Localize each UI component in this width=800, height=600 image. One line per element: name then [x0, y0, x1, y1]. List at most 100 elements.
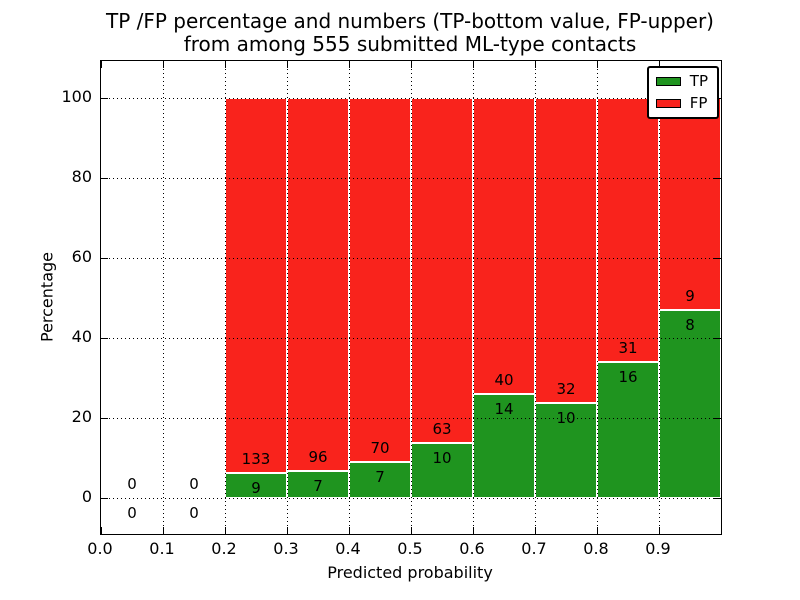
x-tick-top — [534, 61, 536, 68]
x-tick-bottom — [410, 527, 412, 534]
x-tick-bottom — [286, 527, 288, 534]
v-gridline — [534, 61, 536, 534]
bar-tp-segment — [597, 361, 659, 498]
v-gridline — [410, 61, 412, 534]
y-tick-left — [101, 257, 108, 259]
x-tick-label: 0.5 — [397, 539, 423, 558]
fp-count-label: 70 — [370, 438, 390, 457]
bar-fp-segment — [287, 98, 349, 471]
fp-count-label: 0 — [127, 475, 137, 493]
tp-legend-label: TP — [689, 72, 708, 90]
fp-legend-label: FP — [689, 94, 708, 112]
y-tick-label: 100 — [61, 87, 92, 106]
fp-count-label: 9 — [685, 286, 695, 305]
bar-fp-segment — [659, 98, 721, 310]
y-tick-label: 40 — [71, 327, 92, 346]
tp-count-label: 10 — [432, 449, 452, 468]
y-tick-left — [101, 497, 108, 499]
x-tick-bottom — [348, 527, 350, 534]
y-tick-label: 20 — [71, 407, 92, 426]
tp-count-label: 10 — [556, 408, 576, 427]
x-tick-top — [410, 61, 412, 68]
x-tick-top — [472, 61, 474, 68]
tp-count-label: 14 — [494, 400, 514, 419]
tp-count-label: 0 — [189, 504, 199, 522]
y-tick-left — [101, 337, 108, 339]
x-tick-label: 0.7 — [521, 539, 547, 558]
x-tick-bottom — [100, 527, 102, 534]
v-gridline — [162, 61, 164, 534]
x-tick-top — [162, 61, 164, 68]
x-tick-top — [348, 61, 350, 68]
fp-count-label: 133 — [241, 449, 271, 468]
y-tick-right — [714, 257, 721, 259]
fp-count-label: 0 — [189, 475, 199, 493]
bar-fp-segment — [225, 98, 287, 473]
fp-legend-swatch — [655, 99, 681, 108]
x-tick-top — [596, 61, 598, 68]
x-tick-label: 0.1 — [149, 539, 175, 558]
x-tick-label: 0.8 — [583, 539, 609, 558]
x-tick-top — [286, 61, 288, 68]
fp-count-label: 96 — [308, 447, 328, 466]
tp-count-label: 7 — [313, 476, 323, 495]
v-gridline — [596, 61, 598, 534]
fp-count-label: 31 — [618, 338, 638, 357]
x-tick-label: 0.6 — [459, 539, 485, 558]
v-gridline — [658, 61, 660, 534]
tp-count-label: 8 — [685, 315, 695, 334]
fp-count-label: 40 — [494, 371, 514, 390]
x-tick-label: 0.0 — [87, 539, 113, 558]
bar-fp-segment — [473, 98, 535, 395]
x-tick-top — [224, 61, 226, 68]
fp-count-label: 63 — [432, 420, 452, 439]
x-tick-label: 0.9 — [645, 539, 671, 558]
bar-tp-segment — [225, 472, 287, 498]
bar-tp-segment — [535, 402, 597, 498]
v-gridline — [472, 61, 474, 534]
y-tick-label: 60 — [71, 247, 92, 266]
x-tick-top — [100, 61, 102, 68]
tp-count-label: 7 — [375, 467, 385, 486]
y-tick-label: 0 — [81, 487, 92, 506]
y-tick-left — [101, 97, 108, 99]
fp-count-label: 32 — [556, 379, 576, 398]
x-tick-top — [658, 61, 660, 68]
bar-tp-segment — [349, 461, 411, 498]
legend-item-fp: FP — [655, 94, 708, 112]
y-tick-right — [714, 337, 721, 339]
bar-tp-segment — [411, 443, 473, 498]
tp-legend-swatch — [655, 77, 681, 86]
x-tick-label: 0.2 — [211, 539, 237, 558]
x-tick-bottom — [472, 527, 474, 534]
chart-title-line1: TP /FP percentage and numbers (TP-bottom… — [106, 9, 714, 33]
y-tick-left — [101, 417, 108, 419]
x-tick-label: 0.3 — [273, 539, 299, 558]
y-tick-left — [101, 177, 108, 179]
y-tick-label: 80 — [71, 167, 92, 186]
tp-count-label: 9 — [251, 478, 261, 497]
x-tick-label: 0.4 — [335, 539, 361, 558]
legend-item-tp: TP — [655, 72, 708, 90]
v-gridline — [224, 61, 226, 534]
bar-tp-segment — [659, 309, 721, 498]
bar-tp-segment — [287, 470, 349, 498]
chart-title-line2: from among 555 submitted ML-type contact… — [183, 32, 637, 56]
x-tick-bottom — [534, 527, 536, 534]
bar-fp-segment — [535, 98, 597, 403]
plot-area: TP FP 0 0 0 0 133 9 96 7 70 7 63 10 40 14 32 10 31 16 9 8 — [100, 60, 722, 535]
x-axis-label: Predicted probability — [327, 563, 493, 582]
bar-tp-segment — [473, 394, 535, 498]
tp-count-label: 16 — [618, 367, 638, 386]
v-gridline — [286, 61, 288, 534]
y-tick-right — [714, 177, 721, 179]
chart-title: TP /FP percentage and numbers (TP-bottom… — [100, 10, 720, 56]
x-tick-bottom — [224, 527, 226, 534]
bar-fp-segment — [411, 98, 473, 444]
v-gridline — [348, 61, 350, 534]
x-tick-bottom — [162, 527, 164, 534]
y-tick-right — [714, 497, 721, 499]
bar-fp-segment — [349, 98, 411, 462]
bar-fp-segment — [597, 98, 659, 362]
legend: TP FP — [646, 66, 719, 119]
